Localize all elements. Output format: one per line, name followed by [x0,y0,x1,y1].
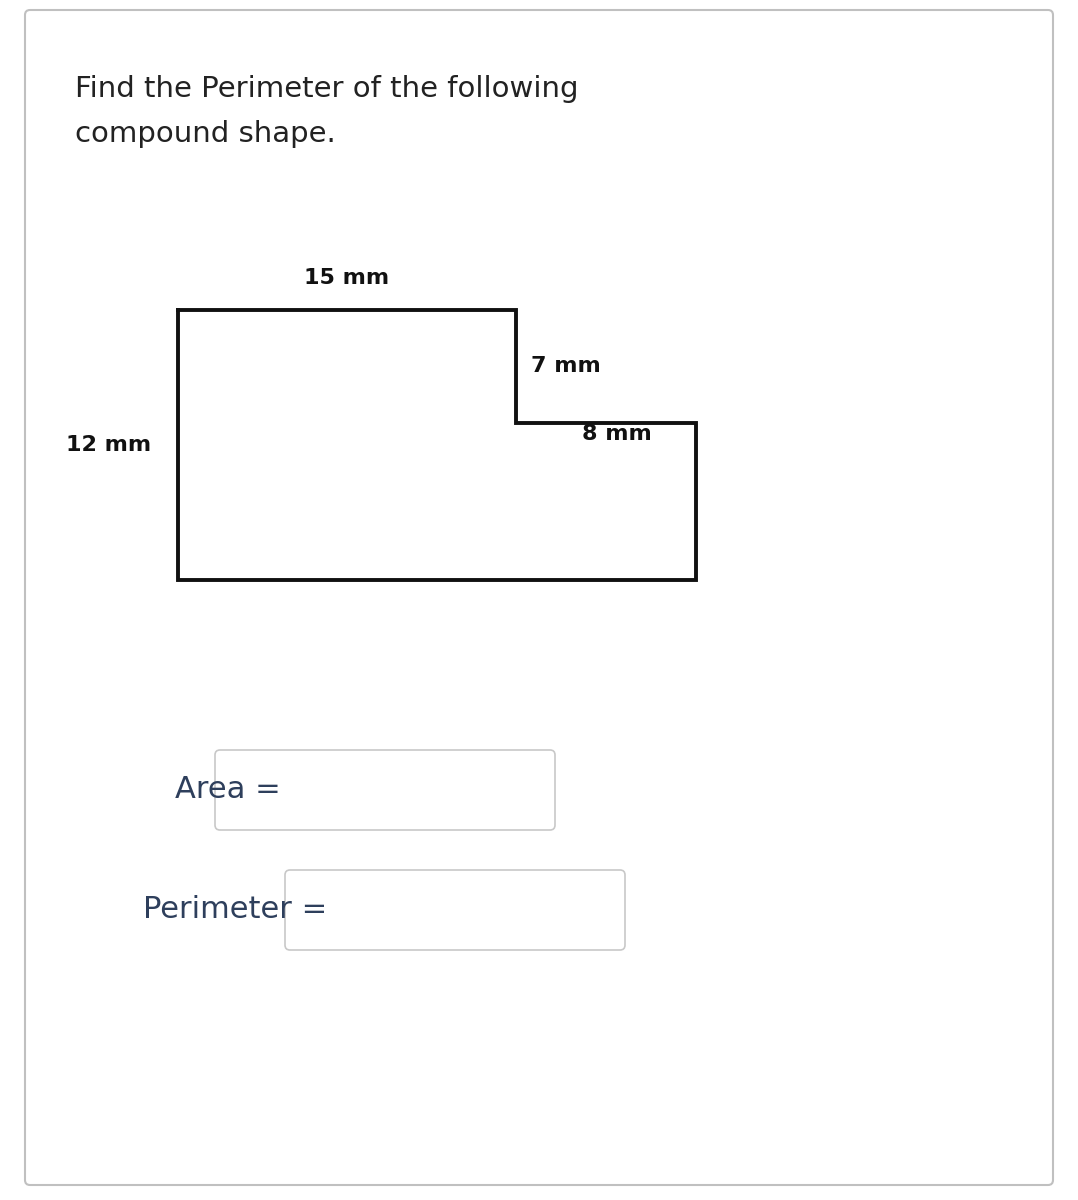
Text: 12 mm: 12 mm [66,434,151,455]
Text: 7 mm: 7 mm [531,356,602,377]
Text: 15 mm: 15 mm [304,268,389,288]
Text: 8 mm: 8 mm [582,424,651,444]
FancyBboxPatch shape [215,750,555,830]
Text: compound shape.: compound shape. [75,120,335,148]
FancyBboxPatch shape [285,870,625,950]
Text: Find the Perimeter of the following: Find the Perimeter of the following [75,74,579,103]
FancyBboxPatch shape [25,10,1053,1186]
Text: Perimeter =: Perimeter = [143,895,328,924]
Text: Area =: Area = [175,775,280,804]
